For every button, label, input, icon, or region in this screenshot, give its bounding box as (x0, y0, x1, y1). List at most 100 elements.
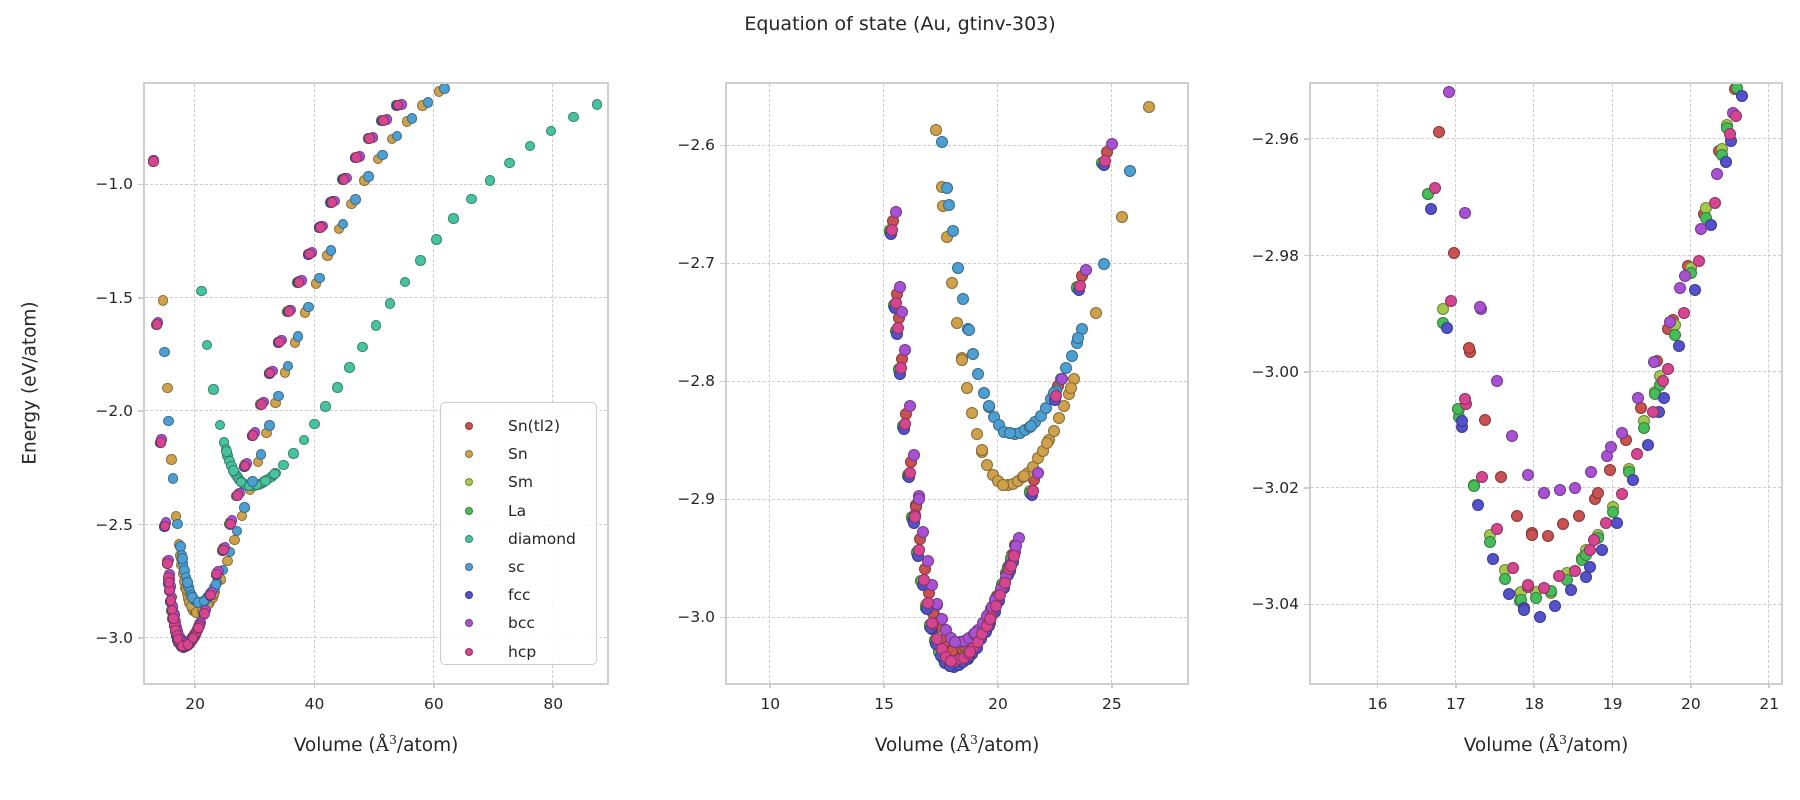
gridline-horizontal (145, 637, 607, 639)
y-tick-mark (1304, 254, 1309, 257)
scatter-point-diamond (431, 234, 442, 245)
y-tick-mark (720, 380, 725, 383)
gridline-horizontal (145, 183, 607, 185)
legend-marker-icon (465, 619, 473, 628)
plot-area-overview (145, 84, 607, 683)
scatter-point-Sn (996, 478, 1009, 491)
scatter-point-hcp (326, 197, 338, 208)
scatter-point-hcp (917, 574, 930, 587)
figure-title: Equation of state (Au, gtinv-303) (744, 13, 1056, 35)
axes-zoom-minimum (1304, 82, 1783, 688)
scatter-point-La (1669, 328, 1682, 341)
scatter-point-bcc (1616, 427, 1629, 440)
scatter-point-hcp (1584, 544, 1597, 556)
scatter-point-sc (350, 194, 361, 205)
gridline-vertical (1533, 84, 1535, 683)
gridline-horizontal (727, 380, 1187, 382)
scatter-point-bcc (898, 344, 911, 357)
gridline-vertical (1111, 84, 1113, 683)
scatter-point-sc (951, 261, 964, 274)
gridline-vertical (1768, 84, 1770, 683)
scatter-point-sc (962, 324, 975, 336)
scatter-point-diamond (504, 157, 515, 169)
scatter-point-hcp (1657, 374, 1670, 387)
scatter-point-fcc (1657, 391, 1670, 404)
scatter-point-bcc (1490, 374, 1503, 387)
x-axis-label-text: Volume ( (874, 735, 957, 757)
legend-item-sc: sc (441, 553, 596, 581)
scatter-point-Sn (930, 124, 943, 137)
scatter-point-Sn(tl2) (1557, 517, 1570, 530)
gridline-horizontal (1311, 603, 1781, 605)
gridline-vertical (1455, 84, 1457, 683)
scatter-point-bcc (1695, 223, 1708, 236)
legend-item-Sn: Sn (441, 440, 596, 468)
x-axis-label: Volume (Å3/atom) (145, 732, 607, 756)
panel-zoom-minimum: Volume (Å3/atom) 16 17 18 19 20 21 −2.96 −2.98 −… (1252, 82, 1783, 756)
scatter-point-fcc (1611, 516, 1624, 529)
gridline-vertical (433, 84, 435, 683)
scatter-point-hcp (293, 277, 305, 288)
scatter-point-hcp (1491, 522, 1504, 535)
scatter-point-hcp (899, 417, 912, 430)
scatter-point-hcp (944, 654, 957, 667)
axes-overview: Sn(tl2) Sn Sm La diamond sc fcc bcc hcp (138, 82, 609, 688)
scatter-point-sc (982, 400, 995, 413)
scatter-point-sc (422, 97, 434, 108)
x-tick-mark (552, 683, 555, 688)
scatter-point-hcp (1027, 484, 1040, 497)
scatter-point-sc (363, 171, 374, 182)
scatter-point-hcp (1475, 470, 1488, 483)
scatter-point-diamond (357, 341, 368, 353)
scatter-point-hcp (392, 99, 404, 111)
scatter-point-Sn(tl2) (1510, 509, 1523, 522)
y-tick-label: −3.0 (677, 608, 715, 627)
x-tick-label: 15 (874, 695, 894, 713)
scatter-point-hcp (205, 589, 216, 601)
scatter-point-fcc (1440, 322, 1453, 335)
x-tick-mark (883, 683, 885, 688)
scatter-point-hcp (163, 577, 175, 588)
x-tick-mark (1455, 683, 1457, 688)
scatter-point-hcp (364, 133, 375, 144)
scatter-point-fcc (1518, 604, 1531, 617)
x-axis-label: Volume (Å3/atom) (727, 732, 1187, 756)
scatter-point-diamond (399, 276, 411, 288)
x-tick-label: 40 (304, 695, 325, 713)
scatter-point-Sn (1064, 382, 1077, 395)
scatter-point-Sn(tl2) (1541, 529, 1554, 542)
gridline-vertical (1376, 84, 1378, 683)
scatter-point-sc (946, 224, 959, 237)
legend-item-hcp: hcp (441, 638, 596, 666)
x-tick-mark (1768, 683, 1771, 688)
gridline-horizontal (1311, 371, 1781, 373)
scatter-point-diamond (415, 255, 426, 266)
scatter-point-Sn(tl2) (1462, 342, 1475, 355)
scatter-point-Sn (1018, 470, 1031, 483)
gridline-vertical (997, 84, 999, 683)
scatter-point-Sn(tl2) (1479, 414, 1492, 427)
scatter-point-diamond (524, 140, 536, 152)
legend-label: bcc (508, 614, 535, 633)
legend-marker-icon (465, 647, 473, 656)
scatter-point-bcc (889, 206, 902, 219)
scatter-point-bcc (903, 399, 916, 412)
scatter-point-hcp (1693, 254, 1706, 267)
scatter-point-sc (943, 199, 956, 212)
legend-label: Sn(tl2) (508, 417, 561, 436)
x-tick-label: 16 (1367, 695, 1388, 713)
scatter-point-sc (1097, 257, 1110, 270)
scatter-point-bcc (1674, 281, 1687, 294)
legend-marker-icon (465, 591, 473, 600)
legend-label: sc (508, 558, 525, 577)
scatter-point-diamond (260, 475, 271, 487)
scatter-point-sc (1124, 165, 1137, 178)
legend-item-Sn(tl2): Sn(tl2) (441, 412, 596, 440)
scatter-point-hcp (892, 322, 905, 335)
scatter-point-sc (292, 331, 304, 342)
y-tick-mark (138, 296, 143, 299)
scatter-point-sc (1065, 349, 1078, 362)
scatter-point-bcc (1522, 469, 1535, 482)
scatter-point-bcc (1569, 482, 1582, 495)
